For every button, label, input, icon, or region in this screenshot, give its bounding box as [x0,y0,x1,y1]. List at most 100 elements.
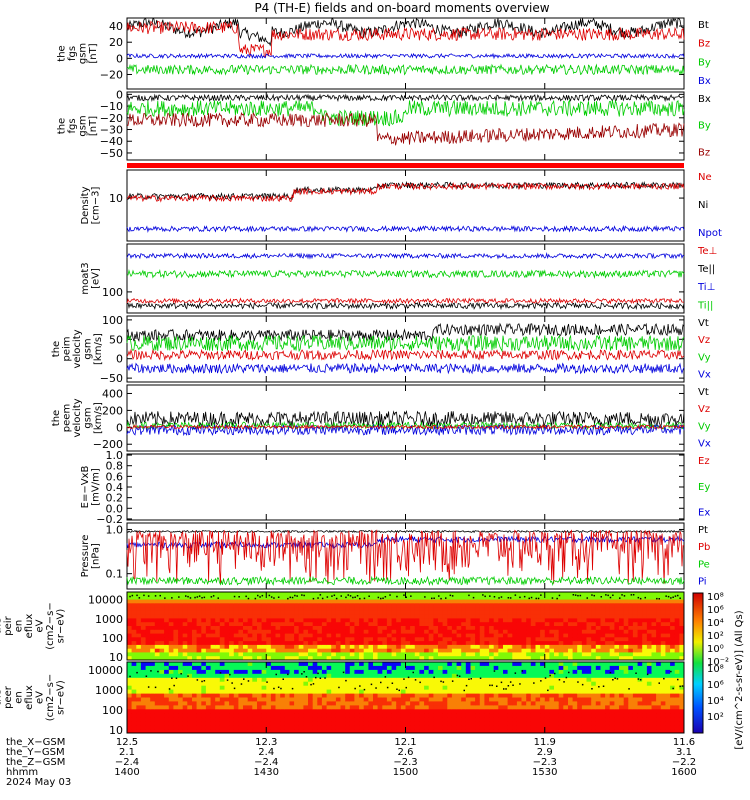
spectrogram-cell [605,592,611,597]
spectrogram-cell [182,665,188,671]
spectrogram-cell [294,656,300,661]
spectrogram-cell [679,725,685,730]
spectrogram-cell [656,665,662,671]
spectrogram-cell [359,701,365,706]
spectrogram-cell [335,705,341,710]
fill-dot [380,597,382,600]
spectrogram-cell [619,618,625,623]
spectrogram-cell [568,721,574,726]
spectrogram-cell [284,618,290,623]
spectrogram-cell [391,673,397,679]
spectrogram-cell [280,729,286,734]
x-tick-label: 1430 [254,767,279,778]
spectrogram-cell [154,685,160,691]
spectrogram-cell [568,681,574,687]
spectrogram-cell [391,681,397,687]
spectrogram-cell [298,637,304,642]
spectrogram-cell [614,644,620,650]
spectrogram-cell [577,641,583,646]
spectrogram-cell [484,595,490,601]
spectrogram-cell [554,614,560,619]
spectrogram-cell [173,677,179,683]
y-axis-label: Pressure [80,535,91,578]
spectrogram-cell [229,592,235,597]
spectrogram-cell [187,641,193,646]
spectrogram-cell [530,614,536,619]
spectrogram-cell [400,656,406,661]
y-axis-label: [km/s] [93,402,104,434]
spectrogram-cell [465,633,471,638]
spectrogram-cell [507,709,513,714]
spectrogram-cell [368,629,374,635]
spectrogram-cell [461,641,467,646]
spectrogram-cell [540,644,546,650]
spectrogram-cell [150,665,156,671]
spectrogram-cell [642,610,648,616]
spectrogram-cell [219,595,225,601]
spectrogram-cell [308,693,314,698]
spectrogram-cell [192,610,198,616]
spectrogram-cell [568,677,574,683]
spectrogram-cell [563,685,569,691]
spectrogram-cell [238,677,244,683]
spectrogram-cell [363,673,369,679]
spectrogram-cell [205,665,211,671]
spectrogram-cell [456,656,462,661]
spectrogram-cell [595,599,601,604]
spectrogram-cell [284,662,290,667]
spectrogram-cell [405,697,411,702]
spectrogram-cell [266,622,272,627]
spectrogram-cell [140,713,146,718]
spectrogram-cell [577,607,583,612]
spectrogram-cell [642,721,648,726]
spectrogram-cell [563,713,569,718]
spectrogram-cell [368,665,374,671]
spectrogram-cell [605,713,611,718]
spectrogram-cell [530,592,536,597]
spectrogram-cell [470,648,476,653]
spectrogram-cell [637,693,643,698]
spectrogram-cell [182,629,188,635]
spectrogram-cell [410,673,416,679]
spectrogram-cell [308,717,314,722]
spectrogram-cell [535,717,541,722]
fill-dot [287,673,289,676]
spectrogram-cell [270,701,276,706]
spectrogram-cell [205,599,211,604]
spectrogram-cell [516,697,522,702]
spectrogram-cell [210,629,216,635]
spectrogram-cell [568,713,574,718]
spectrogram-cell [465,641,471,646]
spectrogram-cell [614,717,620,722]
spectrogram-cell [252,681,258,687]
spectrogram-cell [233,673,239,679]
spectrogram-cell [572,709,578,714]
spectrogram-cell [581,652,587,657]
spectrogram-cell [410,685,416,691]
fill-dot [505,688,507,690]
spectrogram-cell [173,669,179,675]
spectrogram-cell [632,641,638,646]
spectrogram-cell [173,705,179,710]
spectrogram-cell [549,637,555,642]
spectrogram-cell [619,662,625,667]
y-tick-label: 100 [102,314,123,327]
spectrogram-cell [591,637,597,642]
spectrogram-cell [632,622,638,627]
spectrogram-cell [270,622,276,627]
x-tick-label: 2.9 [537,747,553,758]
spectrogram-cell [493,599,499,604]
spectrogram-cell [470,701,476,706]
spectrogram-cell [219,721,225,726]
spectrogram-cell [656,721,662,726]
spectrogram-cell [178,729,184,734]
spectrogram-cell [368,717,374,722]
spectrogram-cell [605,693,611,698]
spectrogram-cell [577,689,583,694]
spectrogram-cell [674,610,680,616]
spectrogram-cell [665,618,671,623]
spectrogram-cell [512,717,518,722]
spectrogram-cell [400,610,406,616]
spectrogram-cell [619,607,625,612]
spectrogram-cell [363,633,369,638]
